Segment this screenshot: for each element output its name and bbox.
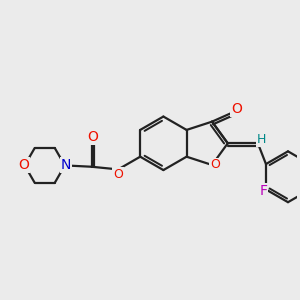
Text: O: O (113, 168, 123, 181)
Text: N: N (61, 158, 71, 172)
Text: O: O (210, 158, 220, 172)
Text: F: F (259, 184, 267, 198)
Text: H: H (257, 133, 267, 146)
Text: O: O (231, 102, 242, 116)
Text: O: O (87, 130, 98, 144)
Text: O: O (19, 158, 29, 172)
